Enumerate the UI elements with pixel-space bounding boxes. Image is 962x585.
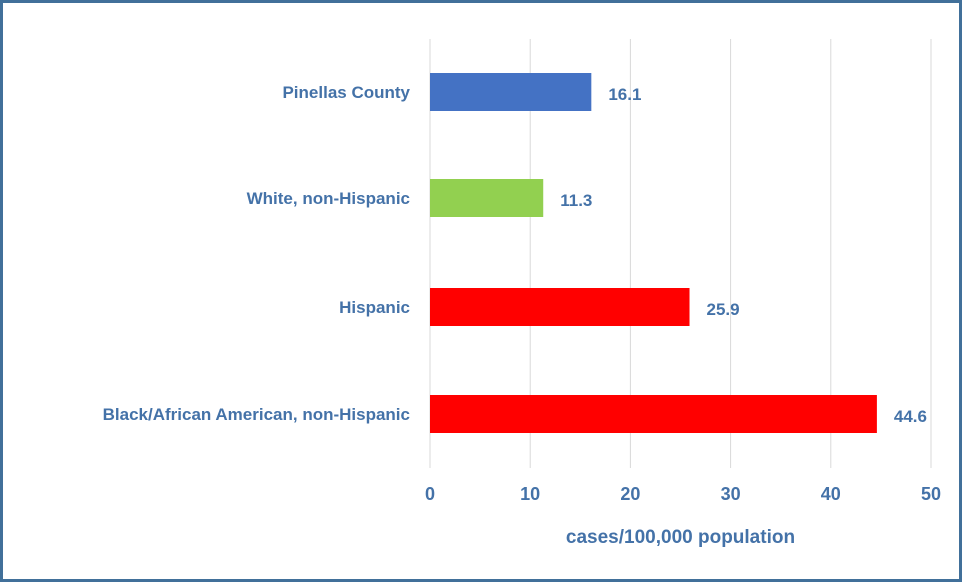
category-label: Pinellas County <box>282 83 410 102</box>
x-tick-label: 30 <box>721 484 741 504</box>
x-tick-label: 40 <box>821 484 841 504</box>
bar <box>430 395 877 433</box>
category-label: Hispanic <box>339 298 410 317</box>
x-tick-label: 10 <box>520 484 540 504</box>
data-label: 44.6 <box>894 407 927 426</box>
category-label: White, non-Hispanic <box>247 189 410 208</box>
x-tick-label: 0 <box>425 484 435 504</box>
bar <box>430 179 544 217</box>
bar <box>430 73 592 111</box>
x-axis-title: cases/100,000 population <box>566 527 795 548</box>
bar-chart: 0 10 20 30 40 50 Pinellas County 16.1 White, non… <box>103 39 941 548</box>
category-label: Black/African American, non-Hispanic <box>103 405 410 424</box>
bar <box>430 288 690 326</box>
x-tick-label: 50 <box>921 484 941 504</box>
data-label: 25.9 <box>707 300 740 319</box>
x-tick-label: 20 <box>620 484 640 504</box>
labels: 0 10 20 30 40 50 Pinellas County 16.1 White, non… <box>103 83 941 504</box>
bars <box>430 73 877 433</box>
data-label: 16.1 <box>608 85 641 104</box>
data-label: 11.3 <box>560 191 592 210</box>
